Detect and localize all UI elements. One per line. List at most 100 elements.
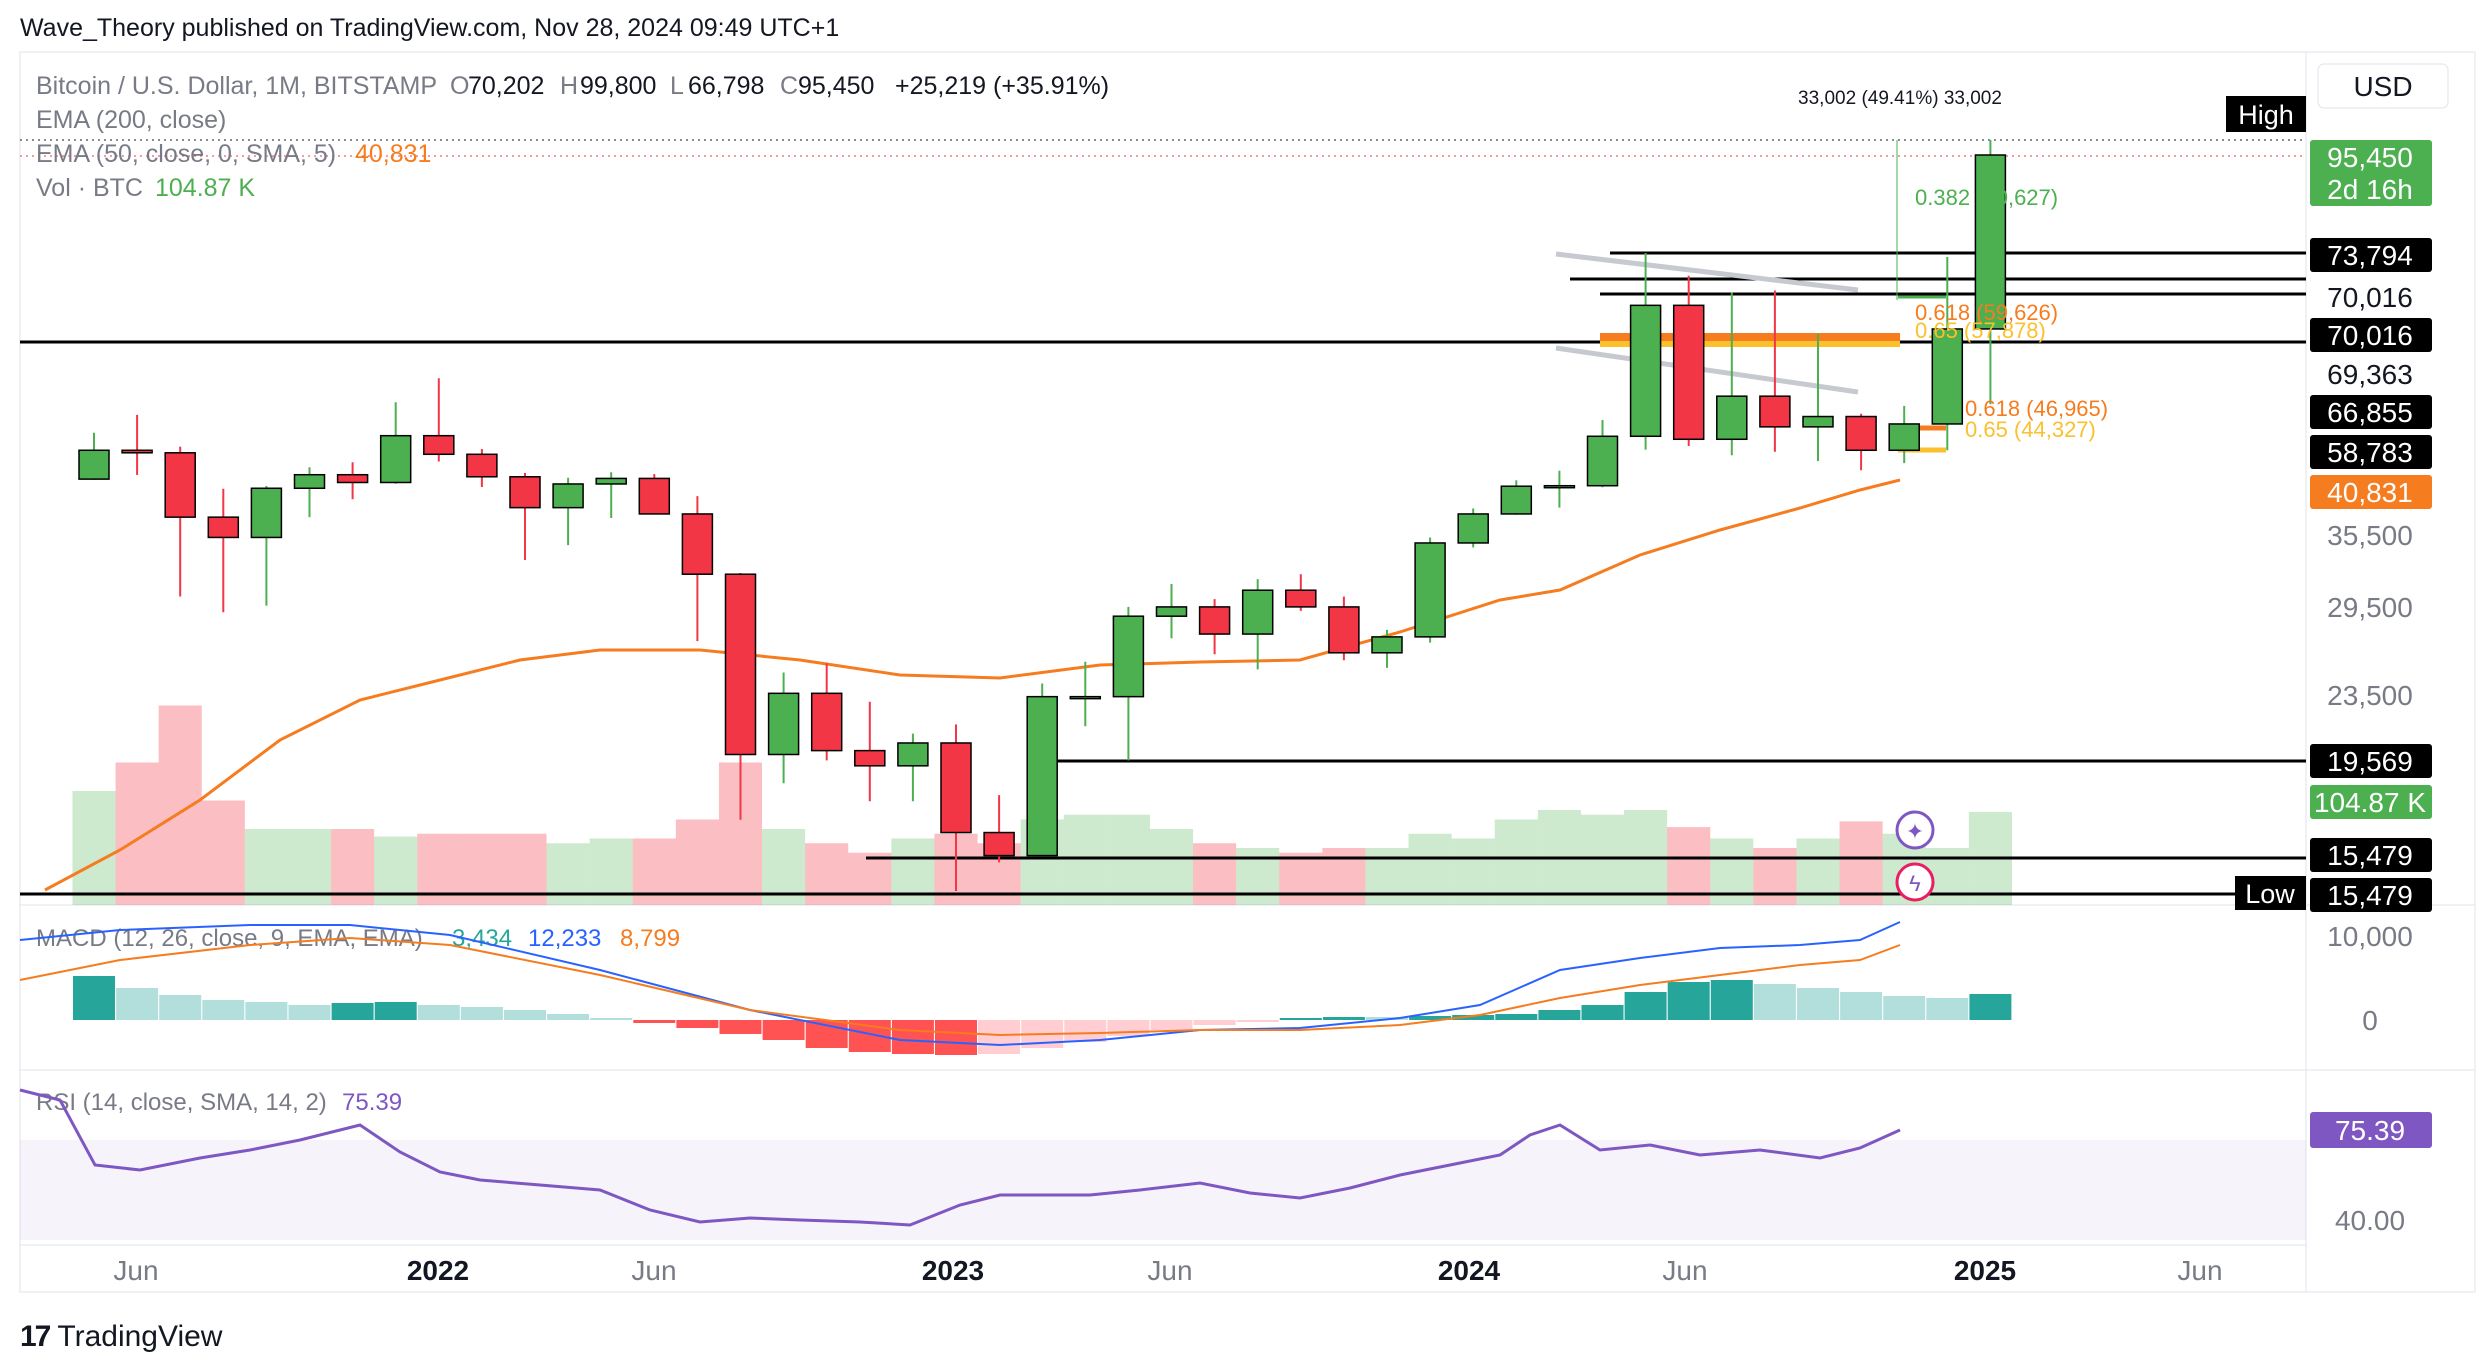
- candle-body[interactable]: [1112, 615, 1145, 698]
- event-icon[interactable]: [1895, 810, 1935, 850]
- ohlc-value: 66,798: [688, 72, 764, 100]
- macd-hist-bar: [417, 1005, 460, 1020]
- candle-body[interactable]: [1500, 485, 1533, 515]
- candle-body[interactable]: [1845, 415, 1877, 452]
- candle-body[interactable]: [207, 516, 240, 539]
- candle-body[interactable]: [1328, 606, 1360, 654]
- candle-body[interactable]: [1974, 154, 2007, 330]
- macd-hist-bar: [1581, 1005, 1624, 1020]
- candle-body[interactable]: [1672, 304, 1705, 441]
- alert-icon[interactable]: [1895, 862, 1935, 902]
- candle-body[interactable]: [1414, 542, 1446, 638]
- volume-bar: [546, 843, 590, 905]
- candle-body[interactable]: [336, 473, 369, 484]
- candle-body[interactable]: [1802, 415, 1834, 428]
- candle-body[interactable]: [767, 692, 800, 756]
- candle-body[interactable]: [1629, 304, 1662, 438]
- candle-body[interactable]: [595, 477, 627, 485]
- candle-body[interactable]: [1198, 606, 1231, 635]
- macd-signal-line: [19, 936, 1901, 1037]
- macd-hist-bar: [1495, 1014, 1538, 1020]
- candle-body[interactable]: [1586, 435, 1619, 487]
- candle-body[interactable]: [1716, 395, 1748, 441]
- candle-body[interactable]: [1069, 695, 1102, 700]
- candle-body[interactable]: [854, 749, 886, 767]
- volume-bar: [805, 843, 849, 905]
- x-axis-label: 2023: [922, 1255, 984, 1286]
- fib-label: 0.618 (59,626): [1915, 300, 2058, 325]
- macd-hist-bar: [159, 995, 202, 1020]
- ema200-label: EMA (200, close): [36, 106, 226, 134]
- level-73794-tag-text: 73,794: [2327, 240, 2413, 271]
- candle-body[interactable]: [509, 476, 541, 509]
- price-tick: 23,500: [2327, 680, 2413, 711]
- macd-hist-bar: [1452, 1015, 1495, 1020]
- level-70016-tag: [2310, 318, 2432, 352]
- level-70016-tag-text: 70,016: [2327, 320, 2413, 351]
- low-tag: [2235, 876, 2306, 910]
- macd-hist-bar: [288, 1005, 331, 1020]
- high-label: High: [2238, 100, 2294, 130]
- candle-body[interactable]: [1241, 589, 1274, 635]
- candle-body[interactable]: [1371, 636, 1403, 654]
- price-tick: 29,500: [2327, 592, 2413, 623]
- candle-body[interactable]: [724, 573, 757, 756]
- candle-body[interactable]: [423, 434, 455, 456]
- candle-body[interactable]: [1543, 484, 1576, 489]
- macd-hist-bar: [1710, 980, 1753, 1020]
- candle-body[interactable]: [681, 513, 714, 575]
- macd-hist-bar: [633, 1020, 676, 1023]
- volume-bar: [762, 829, 806, 905]
- level-58783-tag-text: 58,783: [2327, 437, 2413, 468]
- candle-body[interactable]: [250, 487, 283, 539]
- macd-hist-bar: [1150, 1020, 1193, 1030]
- channel-upper-line: [1555, 251, 1859, 293]
- macd-hist-bar: [374, 1002, 417, 1020]
- macd-line: [19, 921, 1901, 1047]
- candle-body[interactable]: [897, 742, 929, 767]
- candle-body[interactable]: [293, 473, 326, 490]
- macd-hist-bar: [460, 1007, 503, 1020]
- ema-tag-text: 40,831: [2327, 477, 2413, 508]
- macd-hist-bar: [1753, 984, 1796, 1020]
- macd-hist-bar: [1193, 1020, 1236, 1025]
- macd-hist-bar: [935, 1020, 977, 1055]
- macd-hist-bar: [202, 1000, 245, 1020]
- level-66855-tag: [2310, 395, 2432, 429]
- candle-body[interactable]: [1026, 695, 1058, 857]
- volume-bar: [1149, 829, 1194, 905]
- current-price-tag-text: 95,450: [2327, 142, 2413, 173]
- candle-body[interactable]: [940, 742, 972, 834]
- candle-body[interactable]: [1457, 513, 1489, 544]
- candle-body[interactable]: [164, 452, 196, 518]
- candle-body[interactable]: [552, 483, 584, 509]
- candle-body[interactable]: [638, 477, 671, 515]
- ema50-line: [44, 478, 1901, 892]
- rsi-tick: 40.00: [2335, 1205, 2405, 1236]
- tradingview-brand[interactable]: 17 TradingView: [20, 1320, 222, 1354]
- tradingview-logo-icon: 17: [20, 1320, 51, 1353]
- candle-body[interactable]: [78, 449, 110, 480]
- candle-body[interactable]: [1759, 395, 1791, 428]
- volume-bar: [848, 852, 892, 905]
- event-icon-glyph: ✦: [1906, 819, 1924, 844]
- publisher-header: Wave_Theory published on TradingView.com…: [20, 14, 840, 42]
- candle-body[interactable]: [1285, 589, 1317, 608]
- candle-body[interactable]: [1931, 328, 1964, 425]
- alert-icon-glyph: ϟ: [1909, 871, 1921, 896]
- candle-body[interactable]: [466, 453, 498, 478]
- candle-body[interactable]: [121, 449, 153, 454]
- ohlc-value: 95,450: [798, 72, 874, 100]
- macd-hist-bar: [978, 1020, 1021, 1054]
- rsi-value: 75.39: [342, 1089, 402, 1116]
- macd-hist-bar: [331, 1003, 374, 1020]
- currency-button[interactable]: [2317, 63, 2449, 109]
- candle-body[interactable]: [1155, 606, 1188, 617]
- macd-hist-bar: [1236, 1020, 1279, 1022]
- level-15479-tag-text: 15,479: [2327, 840, 2413, 871]
- candle-body[interactable]: [1888, 423, 1920, 452]
- candle-body[interactable]: [983, 831, 1015, 857]
- candle-body[interactable]: [379, 434, 412, 484]
- candle-body[interactable]: [810, 692, 843, 752]
